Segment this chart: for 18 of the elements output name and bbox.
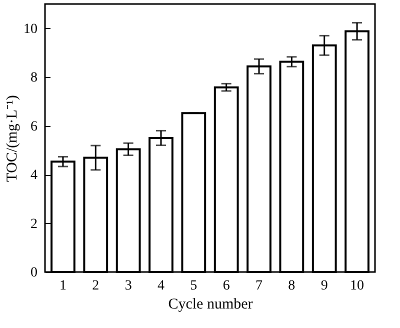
- x-tick-label: 4: [157, 278, 164, 294]
- x-tick-label: 7: [256, 278, 263, 294]
- x-tick-label: 6: [222, 278, 230, 294]
- y-tick-label: 0: [30, 266, 38, 280]
- y-tick-label: 8: [30, 70, 38, 86]
- y-axis-title: TOC/(mg·L⁻¹): [4, 95, 20, 182]
- y-tick-label: 6: [30, 119, 38, 134]
- x-tick-label: 10: [350, 278, 364, 294]
- x-tick-label: 1: [59, 278, 66, 294]
- x-axis-title: Cycle number: [168, 296, 253, 312]
- y-tick-label: 10: [24, 22, 38, 37]
- y-tick-label: 4: [30, 168, 38, 184]
- x-tick-label: 2: [92, 278, 100, 294]
- x-tick-label: 9: [320, 278, 328, 294]
- x-tick-label: 3: [124, 278, 132, 294]
- x-tick-label: 8: [288, 278, 296, 294]
- x-tick-label: 5: [190, 278, 198, 294]
- y-tick-label: 2: [30, 216, 38, 232]
